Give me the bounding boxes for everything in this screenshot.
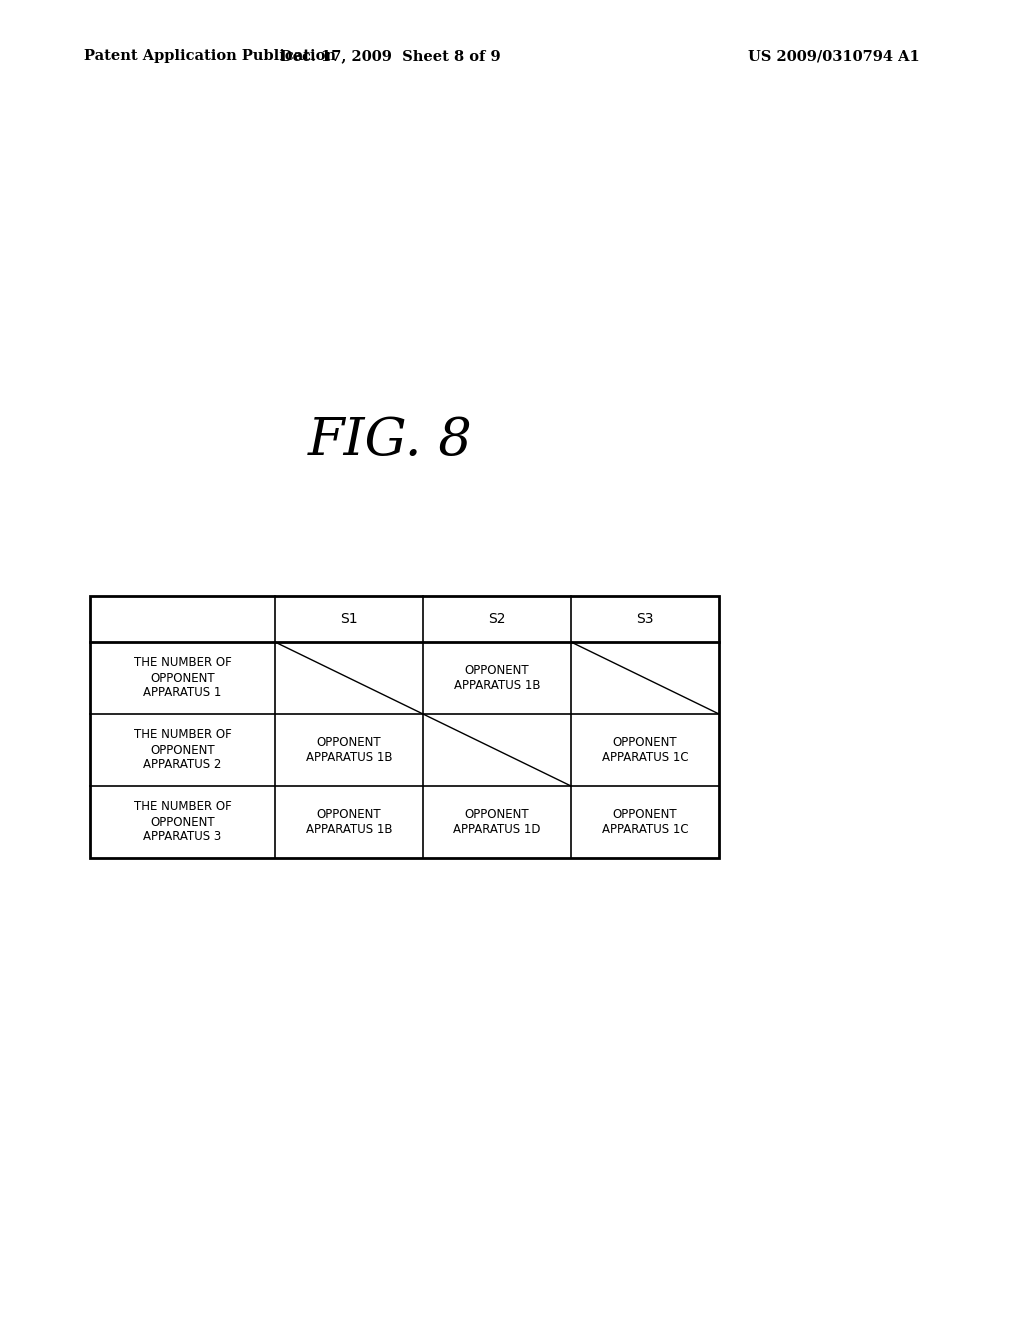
Text: THE NUMBER OF
OPPONENT
APPARATUS 2: THE NUMBER OF OPPONENT APPARATUS 2 [133, 729, 231, 771]
Text: OPPONENT
APPARATUS 1B: OPPONENT APPARATUS 1B [454, 664, 541, 692]
Text: Patent Application Publication: Patent Application Publication [84, 49, 336, 63]
Text: US 2009/0310794 A1: US 2009/0310794 A1 [749, 49, 920, 63]
Text: FIG. 8: FIG. 8 [307, 414, 472, 466]
Text: S3: S3 [636, 612, 653, 626]
Bar [90, 597, 719, 858]
Text: Dec. 17, 2009  Sheet 8 of 9: Dec. 17, 2009 Sheet 8 of 9 [280, 49, 501, 63]
Text: OPPONENT
APPARATUS 1C: OPPONENT APPARATUS 1C [602, 737, 688, 764]
Text: OPPONENT
APPARATUS 1C: OPPONENT APPARATUS 1C [602, 808, 688, 836]
Text: S2: S2 [488, 612, 506, 626]
Text: OPPONENT
APPARATUS 1D: OPPONENT APPARATUS 1D [454, 808, 541, 836]
Text: THE NUMBER OF
OPPONENT
APPARATUS 1: THE NUMBER OF OPPONENT APPARATUS 1 [133, 656, 231, 700]
Text: OPPONENT
APPARATUS 1B: OPPONENT APPARATUS 1B [306, 737, 392, 764]
Text: S1: S1 [340, 612, 357, 626]
Text: THE NUMBER OF
OPPONENT
APPARATUS 3: THE NUMBER OF OPPONENT APPARATUS 3 [133, 800, 231, 843]
Text: OPPONENT
APPARATUS 1B: OPPONENT APPARATUS 1B [306, 808, 392, 836]
